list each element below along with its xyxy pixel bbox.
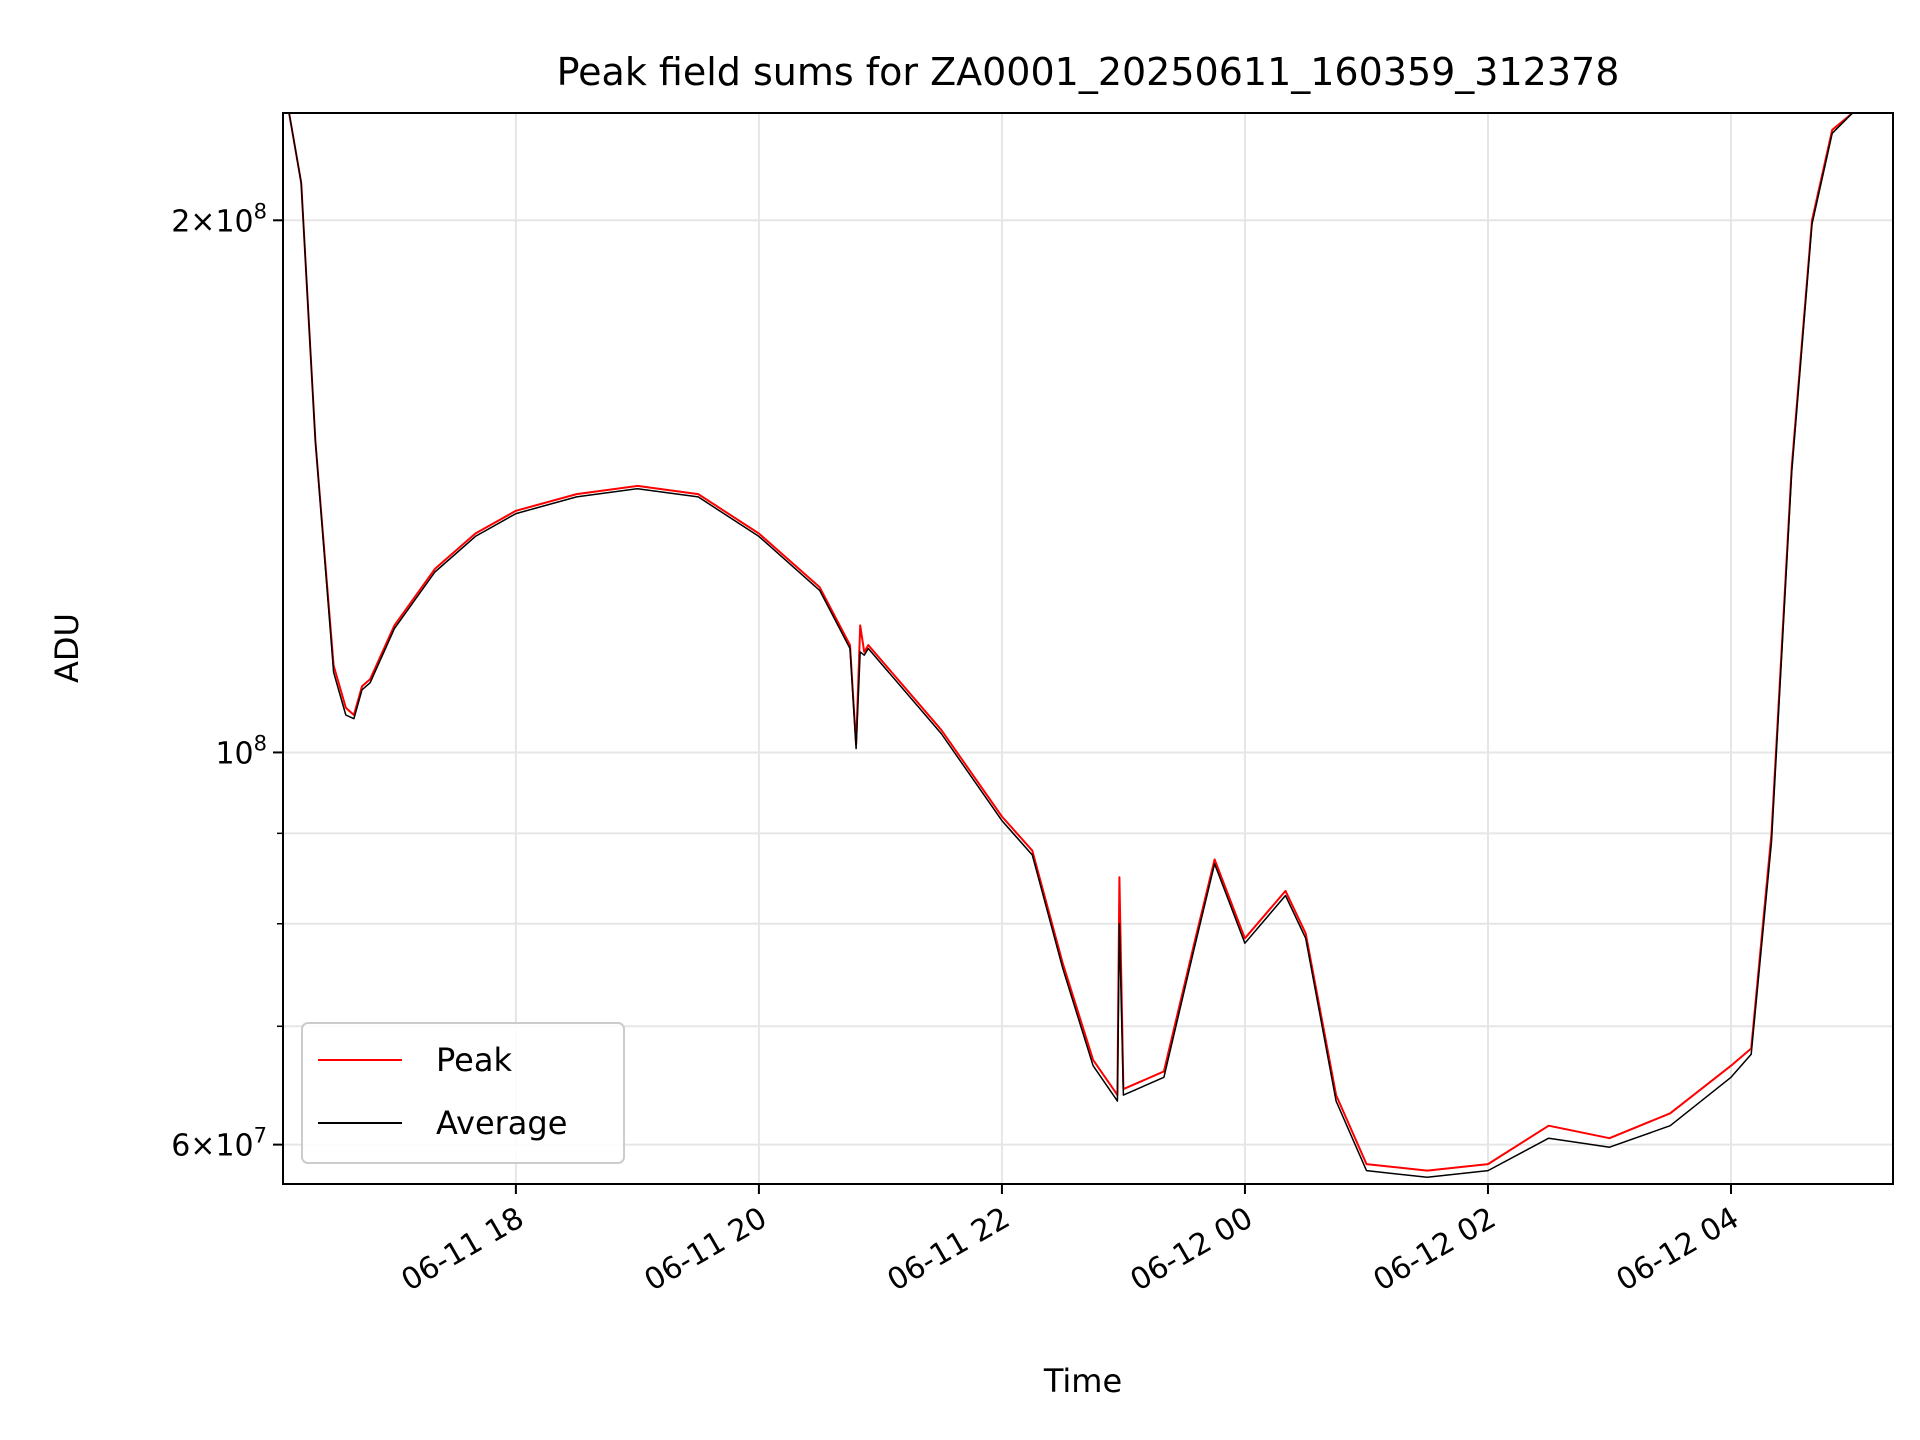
y-tick-times: × [190, 1129, 215, 1164]
x-axis-label: Time [1043, 1362, 1122, 1400]
series-line-average [288, 113, 1893, 1179]
chart-title: Peak field sums for ZA0001_20250611_1603… [557, 50, 1620, 94]
legend: Peak Average [301, 1022, 625, 1164]
legend-box [301, 1022, 625, 1164]
y-tick-base: 10 [215, 204, 253, 239]
y-tick-exponent: 8 [254, 199, 267, 223]
plot-frame [282, 112, 1894, 1185]
legend-label-average: Average [436, 1104, 567, 1142]
y-tick-base: 10 [215, 1129, 253, 1164]
y-tick-exponent: 8 [254, 731, 267, 755]
series-lines [288, 113, 1893, 1179]
y-axis-label: ADU [48, 613, 86, 683]
y-tick-label: 2×108 [171, 199, 267, 239]
y-tick-label: 108 [215, 731, 267, 771]
y-tick-label: 6×107 [171, 1124, 267, 1164]
y-tick-times: × [190, 204, 215, 239]
legend-label-peak: Peak [436, 1041, 512, 1079]
y-tick-mantissa: 6 [171, 1129, 190, 1164]
series-line-peak [288, 113, 1893, 1172]
y-tick-mantissa: 2 [171, 204, 190, 239]
y-tick-exponent: 7 [254, 1124, 267, 1148]
y-tick-base: 10 [215, 736, 253, 771]
grid-lines [283, 113, 1893, 1184]
